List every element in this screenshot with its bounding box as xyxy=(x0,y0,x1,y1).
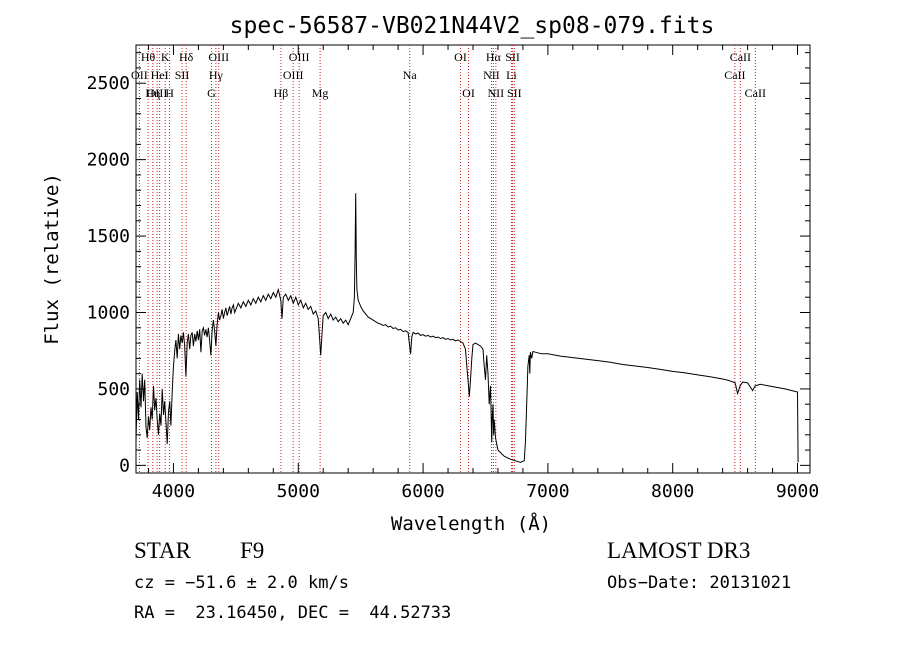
spectral-line-label: OIII xyxy=(283,68,304,82)
y-axis-label: Flux (relative) xyxy=(41,173,63,345)
spectral-line-label: NII xyxy=(483,68,500,82)
observation-date: Obs−Date: 20131021 xyxy=(607,573,792,593)
y-tick-label: 2000 xyxy=(87,150,130,171)
spectral-line-label: Hα xyxy=(486,50,502,64)
line-marker-group xyxy=(138,45,756,473)
spectral-line-label: OI xyxy=(454,50,467,64)
spectral-line-label: Mg xyxy=(312,86,329,100)
spectral-line-label: OIII xyxy=(147,86,168,100)
y-tick-label: 1000 xyxy=(87,303,130,324)
spectral-line-label: Hθ xyxy=(141,50,156,64)
spectral-line-label: CaII xyxy=(724,68,745,82)
spectrum-series-line xyxy=(135,193,799,463)
spectral-line-label: OI xyxy=(462,86,475,100)
x-tick-label: 8000 xyxy=(651,481,694,502)
spectral-line-label: K xyxy=(161,50,170,64)
spectral-line-label: SII xyxy=(175,68,190,82)
spectral-line-label: Hδ xyxy=(179,50,194,64)
plot-frame xyxy=(135,44,811,474)
spectral-line-label: CaII xyxy=(745,86,766,100)
spectral-line-label: Hη xyxy=(145,86,160,100)
chart-title: spec-56587-VB021N44V2_sp08-079.fits xyxy=(230,13,715,39)
spectral-line-label: Hβ xyxy=(274,86,289,100)
spectral-line-label: CaII xyxy=(730,50,751,64)
object-class: STAR xyxy=(134,538,191,563)
x-tick-label: 5000 xyxy=(277,481,320,502)
spectral-line-label: HeI xyxy=(151,68,169,82)
spectral-line-label: OIII xyxy=(208,50,229,64)
x-tick-label: 9000 xyxy=(776,481,819,502)
spectral-line-label: Na xyxy=(403,68,418,82)
x-axis-label: Wavelength (Å) xyxy=(391,512,551,535)
x-tick-label: 4000 xyxy=(152,481,195,502)
spectral-line-label: NII xyxy=(488,86,505,100)
spectral-line-label: SII xyxy=(507,86,522,100)
y-axis-ticks: 0 500 1000 1500 2000 2500 xyxy=(87,52,810,476)
spectral-line-label: OII xyxy=(131,68,148,82)
spectral-line-label: Li xyxy=(506,68,517,82)
spectral-line-label: OIII xyxy=(289,50,310,64)
spectral-line-label: Hγ xyxy=(209,68,224,82)
x-axis-ticks: 4000 5000 6000 7000 8000 9000 xyxy=(147,45,819,502)
spectral-line-label: G xyxy=(207,86,216,100)
x-tick-label: 6000 xyxy=(401,481,444,502)
y-tick-label: 0 xyxy=(119,455,130,476)
x-tick-label: 7000 xyxy=(526,481,569,502)
velocity-readout: cz = −51.6 ± 2.0 km/s xyxy=(134,573,349,593)
spectral-line-label: SII xyxy=(505,50,520,64)
y-tick-label: 1500 xyxy=(87,226,130,247)
object-subclass: F9 xyxy=(240,538,265,563)
sky-coordinates: RA = 23.16450, DEC = 44.52733 xyxy=(134,603,452,623)
survey-name: LAMOST DR3 xyxy=(607,538,751,563)
y-tick-label: 2500 xyxy=(87,73,130,94)
spectral-line-label: H xyxy=(165,86,174,100)
y-tick-label: 500 xyxy=(97,379,130,400)
